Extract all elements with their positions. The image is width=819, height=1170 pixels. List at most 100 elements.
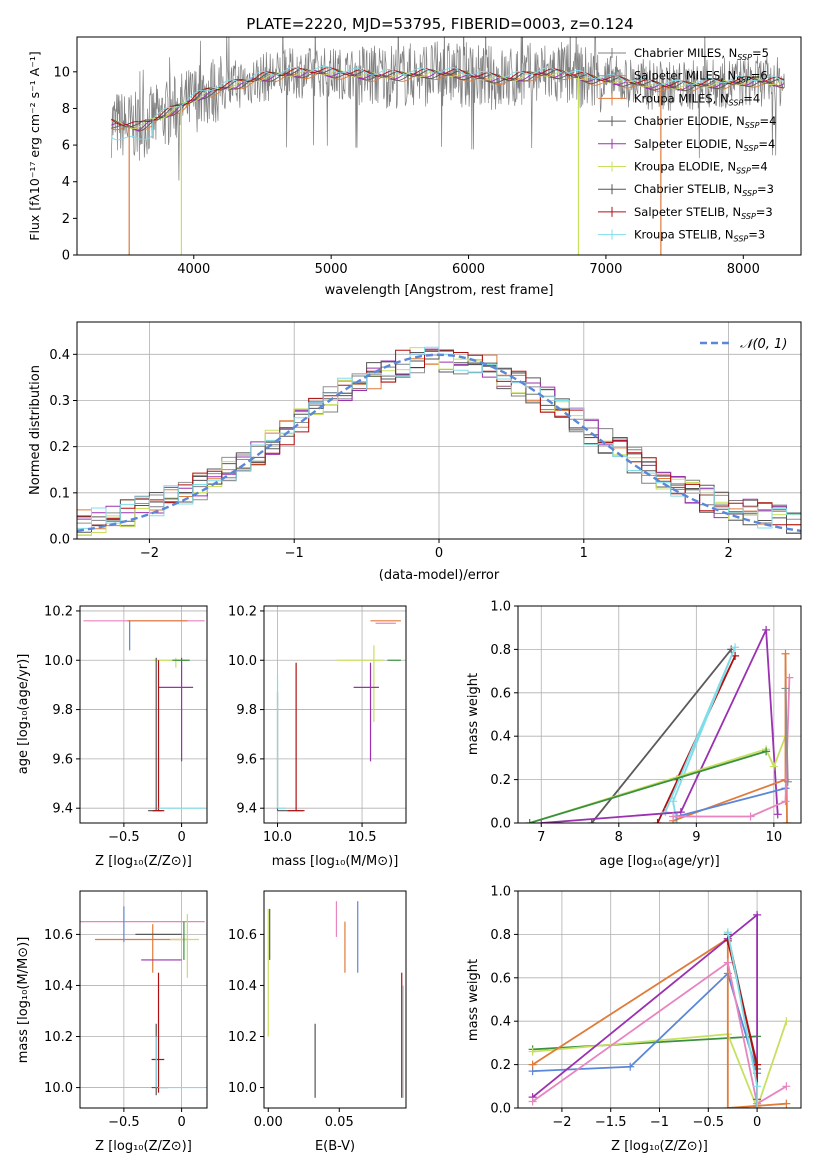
weight-series (676, 787, 786, 818)
weight-marker (781, 649, 790, 658)
y-tick-label: 0.2 (49, 440, 70, 455)
axes-frame (263, 890, 407, 1109)
y-tick-label: 0.4 (49, 348, 70, 363)
weight-marker (731, 643, 740, 652)
legend: 𝒩(0, 1) (700, 337, 787, 352)
x-tick-label: 5000 (315, 262, 348, 277)
x-tick-label: 9 (692, 830, 700, 845)
legend-suffix: =4 (743, 91, 760, 105)
weight-marker (528, 1097, 537, 1106)
legend-suffix: =3 (748, 228, 765, 242)
axes-frame (263, 605, 407, 824)
x-tick-label: −1 (285, 546, 304, 561)
weight-marker (773, 810, 782, 819)
y-tick-label: 10.0 (44, 654, 73, 669)
weight-series (529, 750, 767, 823)
legend-sub: SSP (742, 189, 757, 198)
y-tick-label: 0.6 (490, 971, 511, 986)
y-axis-label: age [log₁₀(age/yr)] (16, 654, 31, 775)
x-tick-label: −1.5 (595, 1115, 627, 1130)
x-tick-label: 1 (580, 546, 588, 561)
axes-frame (517, 605, 802, 824)
legend-entry: Chabrier STELIB, NSSP=3 (634, 182, 774, 198)
x-tick-label: 10.0 (263, 830, 292, 845)
y-tick-label: 10.0 (44, 1081, 73, 1096)
x-tick-label: 7000 (589, 262, 622, 277)
y-tick-label: 0 (62, 249, 70, 264)
axes-frame (76, 36, 802, 256)
legend-sub: SSP (745, 121, 760, 130)
x-tick-label: 0 (753, 1115, 761, 1130)
legend-entry: Salpeter ELODIE, NSSP=4 (634, 137, 775, 153)
chart-weight-vs-Z: −2 −1.5 −1 −0.5 0 0.0 0.2 0.4 0.6 0.8 1.0 Z [log₁₀(… (466, 885, 802, 1154)
data-point (276, 675, 286, 809)
y-tick-label: 9.8 (52, 703, 73, 718)
weight-marker (753, 910, 762, 919)
y-tick-label: 10 (53, 65, 70, 80)
x-axis-label: Z [log₁₀(Z/Z⊙)] (95, 854, 192, 869)
axes-frame (79, 890, 208, 1109)
model-line (111, 68, 785, 128)
weight-marker (723, 928, 732, 937)
chart-age-vs-Z: −0.5 0 9.4 9.6 9.8 10.0 10.2 Z [log₁₀(Z/Z⊙)] age… (16, 604, 208, 869)
y-tick-label: 10.4 (228, 979, 257, 994)
weight-marker (783, 819, 792, 823)
y-tick-label: 9.6 (52, 752, 73, 767)
data-point (276, 692, 303, 812)
weight-marker (782, 1099, 791, 1108)
weight-marker (669, 797, 678, 806)
axes-decor: −0.5 0 9.4 9.6 9.8 10.0 10.2 Z [log₁₀(Z/Z⊙)] age… (16, 604, 208, 869)
legend-entry: Chabrier ELODIE, NSSP=4 (634, 114, 776, 130)
weight-marker (587, 819, 596, 823)
weight-series (590, 648, 732, 823)
axes-decor: −0.5 0 10.0 10.2 10.4 10.6 Z [log₁₀(Z/Z⊙)] mass… (16, 890, 208, 1154)
weight-series (529, 735, 787, 823)
legend-entry: Chabrier MILES, NSSP=5 (634, 46, 769, 62)
legend-entry: Salpeter STELIB, NSSP=3 (634, 205, 773, 221)
x-tick-label: 0 (177, 1115, 185, 1130)
y-tick-label: 0.4 (490, 730, 511, 745)
y-tick-label: 0.2 (490, 1058, 511, 1073)
weight-marker (769, 762, 778, 771)
weight-series (784, 688, 789, 782)
data-point (158, 657, 194, 762)
model-line (111, 67, 785, 126)
y-tick-label: 2 (62, 212, 70, 227)
y-tick-label: 4 (62, 175, 70, 190)
x-tick-label: −0.5 (693, 1115, 725, 1130)
chart-spectrum: 4000 5000 6000 7000 8000 0 2 4 6 8 10 Chabrier MILE… (27, 36, 802, 298)
weight-marker (781, 684, 790, 693)
figure-title: PLATE=2220, MJD=53795, FIBERID=0003, z=0… (246, 15, 633, 33)
chart-residuals: −2 −1 0 1 2 0.0 0.1 0.2 0.3 0.4 𝒩(0, 1) (data-model… (28, 321, 802, 583)
legend-suffix: =5 (752, 46, 769, 60)
legend-suffix: =6 (751, 69, 768, 83)
legend-entry: Kroupa MILES, NSSP=4 (634, 91, 760, 107)
weight-marker (785, 673, 794, 682)
plot-area (77, 346, 801, 536)
weight-marker (723, 936, 732, 945)
y-tick-label: 0.3 (49, 394, 70, 409)
x-tick-label: 7 (537, 830, 545, 845)
x-tick-label: 0 (177, 830, 185, 845)
chart-mass-vs-EBV: 0.00 0.05 10.0 10.2 10.4 10.6 E(B-V) (228, 890, 407, 1154)
y-tick-label: 9.8 (236, 703, 257, 718)
weight-marker (782, 1017, 791, 1026)
weight-marker (723, 958, 732, 967)
legend-entry: Salpeter MILES, NSSP=6 (634, 69, 768, 85)
axes-decor: 4000 5000 6000 7000 8000 0 2 4 6 8 10 Chabrier MILE… (27, 36, 802, 298)
y-tick-label: 10.2 (228, 604, 257, 619)
y-tick-label: 10.2 (228, 1030, 257, 1045)
y-tick-label: 10.2 (44, 1030, 73, 1045)
legend-entry: 𝒩(0, 1) (740, 337, 787, 352)
normal-curve (77, 353, 801, 533)
histogram-series (77, 346, 801, 529)
legend-sub: SSP (737, 53, 752, 62)
model-line (111, 70, 785, 132)
x-tick-label: 0.00 (254, 1115, 283, 1130)
data-point (151, 972, 165, 1093)
plot-area (80, 906, 205, 1096)
weight-series (532, 961, 787, 1106)
weight-marker (626, 1062, 635, 1071)
y-tick-label: 0.0 (490, 817, 511, 832)
y-tick-label: 10.6 (44, 928, 73, 943)
